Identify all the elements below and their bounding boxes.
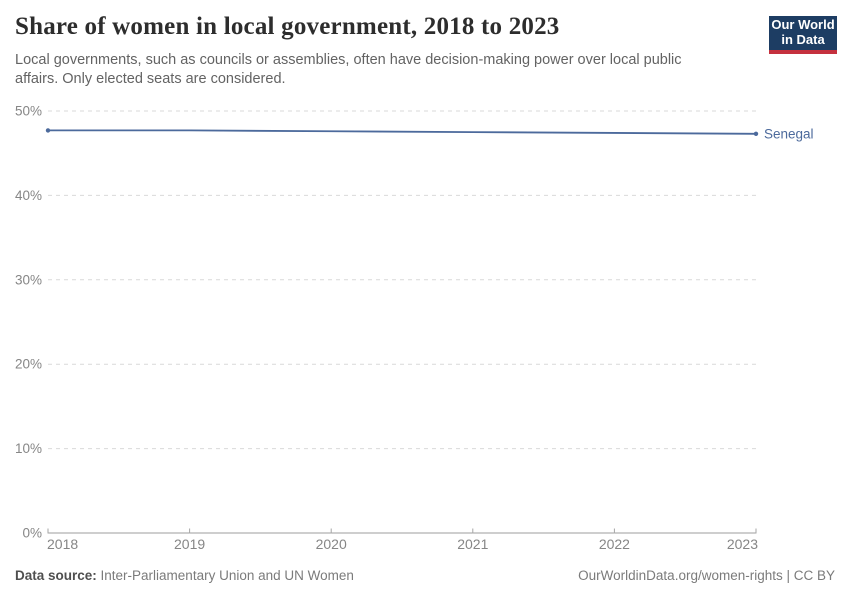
series-endpoint-dot — [45, 128, 51, 133]
chart-title: Share of women in local government, 2018… — [15, 13, 560, 40]
x-axis-label: 2020 — [316, 536, 347, 552]
series-label-senegal[interactable]: Senegal — [764, 126, 814, 141]
y-axis-label: 40% — [15, 188, 42, 203]
x-axis-label: 2019 — [174, 536, 205, 552]
data-source: Data source: Inter-Parliamentary Union a… — [15, 568, 354, 583]
chart-subtitle: Local governments, such as councils or a… — [15, 52, 682, 87]
y-axis-label: 10% — [15, 441, 42, 456]
x-axis-label: 2018 — [47, 536, 78, 552]
x-axis-label: 2022 — [599, 536, 630, 552]
y-axis-label: 30% — [15, 272, 42, 287]
owid-logo-line2: in Data — [781, 31, 825, 47]
owid-logo-line1: Our World — [771, 17, 835, 32]
y-axis-label: 50% — [15, 104, 42, 119]
x-axis-label: 2021 — [457, 536, 488, 552]
series-endpoint-dot — [753, 131, 759, 136]
footer-link[interactable]: OurWorldinData.org/women-rights | CC BY — [578, 568, 835, 583]
series-line-senegal[interactable] — [48, 129, 757, 135]
y-axis-label: 20% — [15, 357, 42, 372]
owid-logo[interactable]: Our World in Data — [769, 16, 837, 54]
data-source-text: Inter-Parliamentary Union and UN Women — [96, 568, 354, 583]
y-axis-label: 0% — [22, 526, 42, 541]
data-source-label: Data source: — [15, 568, 97, 583]
x-axis-label: 2023 — [727, 536, 758, 552]
